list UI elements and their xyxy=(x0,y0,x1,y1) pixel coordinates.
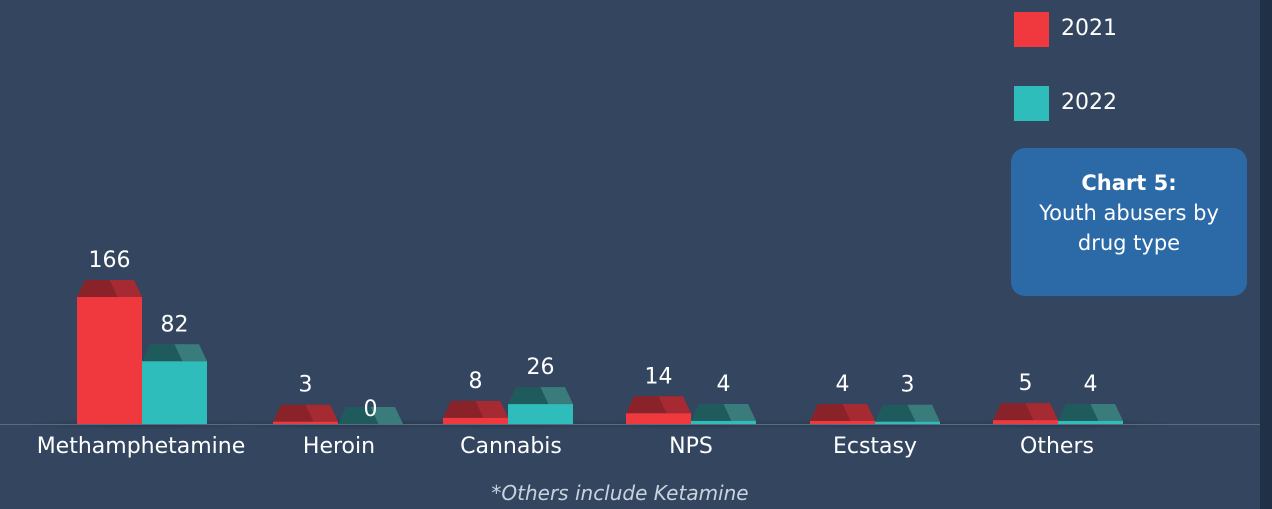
bar-methamphetamine-2021 xyxy=(77,297,142,424)
bar-cap-highlight-cannabis-2021 xyxy=(475,400,508,418)
bar-methamphetamine-2022 xyxy=(142,361,207,424)
bar-cap-highlight-heroin-2021 xyxy=(305,404,338,422)
value-label-others-2022: 4 xyxy=(1084,372,1098,397)
bar-cap-highlight-cannabis-2022 xyxy=(540,387,573,405)
category-label-nps: NPS xyxy=(669,434,713,459)
legend-label-2021: 2021 xyxy=(1061,16,1117,41)
legend-swatch-2021 xyxy=(1014,12,1049,47)
bar-cap-highlight-others-2022 xyxy=(1090,403,1123,421)
value-label-methamphetamine-2022: 82 xyxy=(161,312,189,337)
chart-caption-box: Chart 5: Youth abusers by drug type xyxy=(1011,148,1247,296)
bar-heroin-2021 xyxy=(273,421,338,424)
bar-others-2021 xyxy=(993,420,1058,424)
value-label-cannabis-2022: 26 xyxy=(527,355,555,380)
bar-cap-highlight-others-2021 xyxy=(1025,403,1058,421)
category-label-others: Others xyxy=(1020,434,1094,459)
bar-nps-2021 xyxy=(626,413,691,424)
bar-ecstasy-2021 xyxy=(810,420,875,424)
category-label-heroin: Heroin xyxy=(303,434,375,459)
value-label-ecstasy-2021: 4 xyxy=(836,372,850,397)
value-label-heroin-2022: 0 xyxy=(364,397,378,422)
value-label-nps-2022: 4 xyxy=(717,372,731,397)
bar-cap-highlight-ecstasy-2021 xyxy=(842,403,875,421)
bar-nps-2022 xyxy=(691,420,756,424)
bar-others-2022 xyxy=(1058,420,1123,424)
bar-cap-highlight-nps-2021 xyxy=(658,396,691,414)
value-label-others-2021: 5 xyxy=(1019,371,1033,396)
bar-cannabis-2022 xyxy=(508,404,573,424)
chart-caption-title: Chart 5: xyxy=(1081,171,1177,195)
footnote: *Others include Ketamine xyxy=(491,481,749,505)
legend-label-2022: 2022 xyxy=(1061,90,1117,115)
value-label-heroin-2021: 3 xyxy=(299,373,313,398)
value-label-ecstasy-2022: 3 xyxy=(901,373,915,398)
legend-swatch-2022 xyxy=(1014,86,1049,121)
category-label-methamphetamine: Methamphetamine xyxy=(37,434,246,459)
category-label-ecstasy: Ecstasy xyxy=(833,434,917,459)
value-label-methamphetamine-2021: 166 xyxy=(89,248,131,273)
chart-caption-text: Youth abusers by drug type xyxy=(1039,201,1219,255)
category-label-cannabis: Cannabis xyxy=(460,434,562,459)
bar-cap-highlight-heroin-2022 xyxy=(370,407,403,424)
value-label-cannabis-2021: 8 xyxy=(469,369,483,394)
bar-cap-highlight-nps-2022 xyxy=(723,403,756,421)
bar-cannabis-2021 xyxy=(443,417,508,424)
bar-cap-highlight-ecstasy-2022 xyxy=(907,404,940,422)
bar-cap-highlight-methamphetamine-2021 xyxy=(109,280,142,297)
value-label-nps-2021: 14 xyxy=(645,364,673,389)
bar-cap-highlight-methamphetamine-2022 xyxy=(174,344,207,362)
bar-ecstasy-2022 xyxy=(875,421,940,424)
right-edge-strip xyxy=(1260,0,1272,509)
